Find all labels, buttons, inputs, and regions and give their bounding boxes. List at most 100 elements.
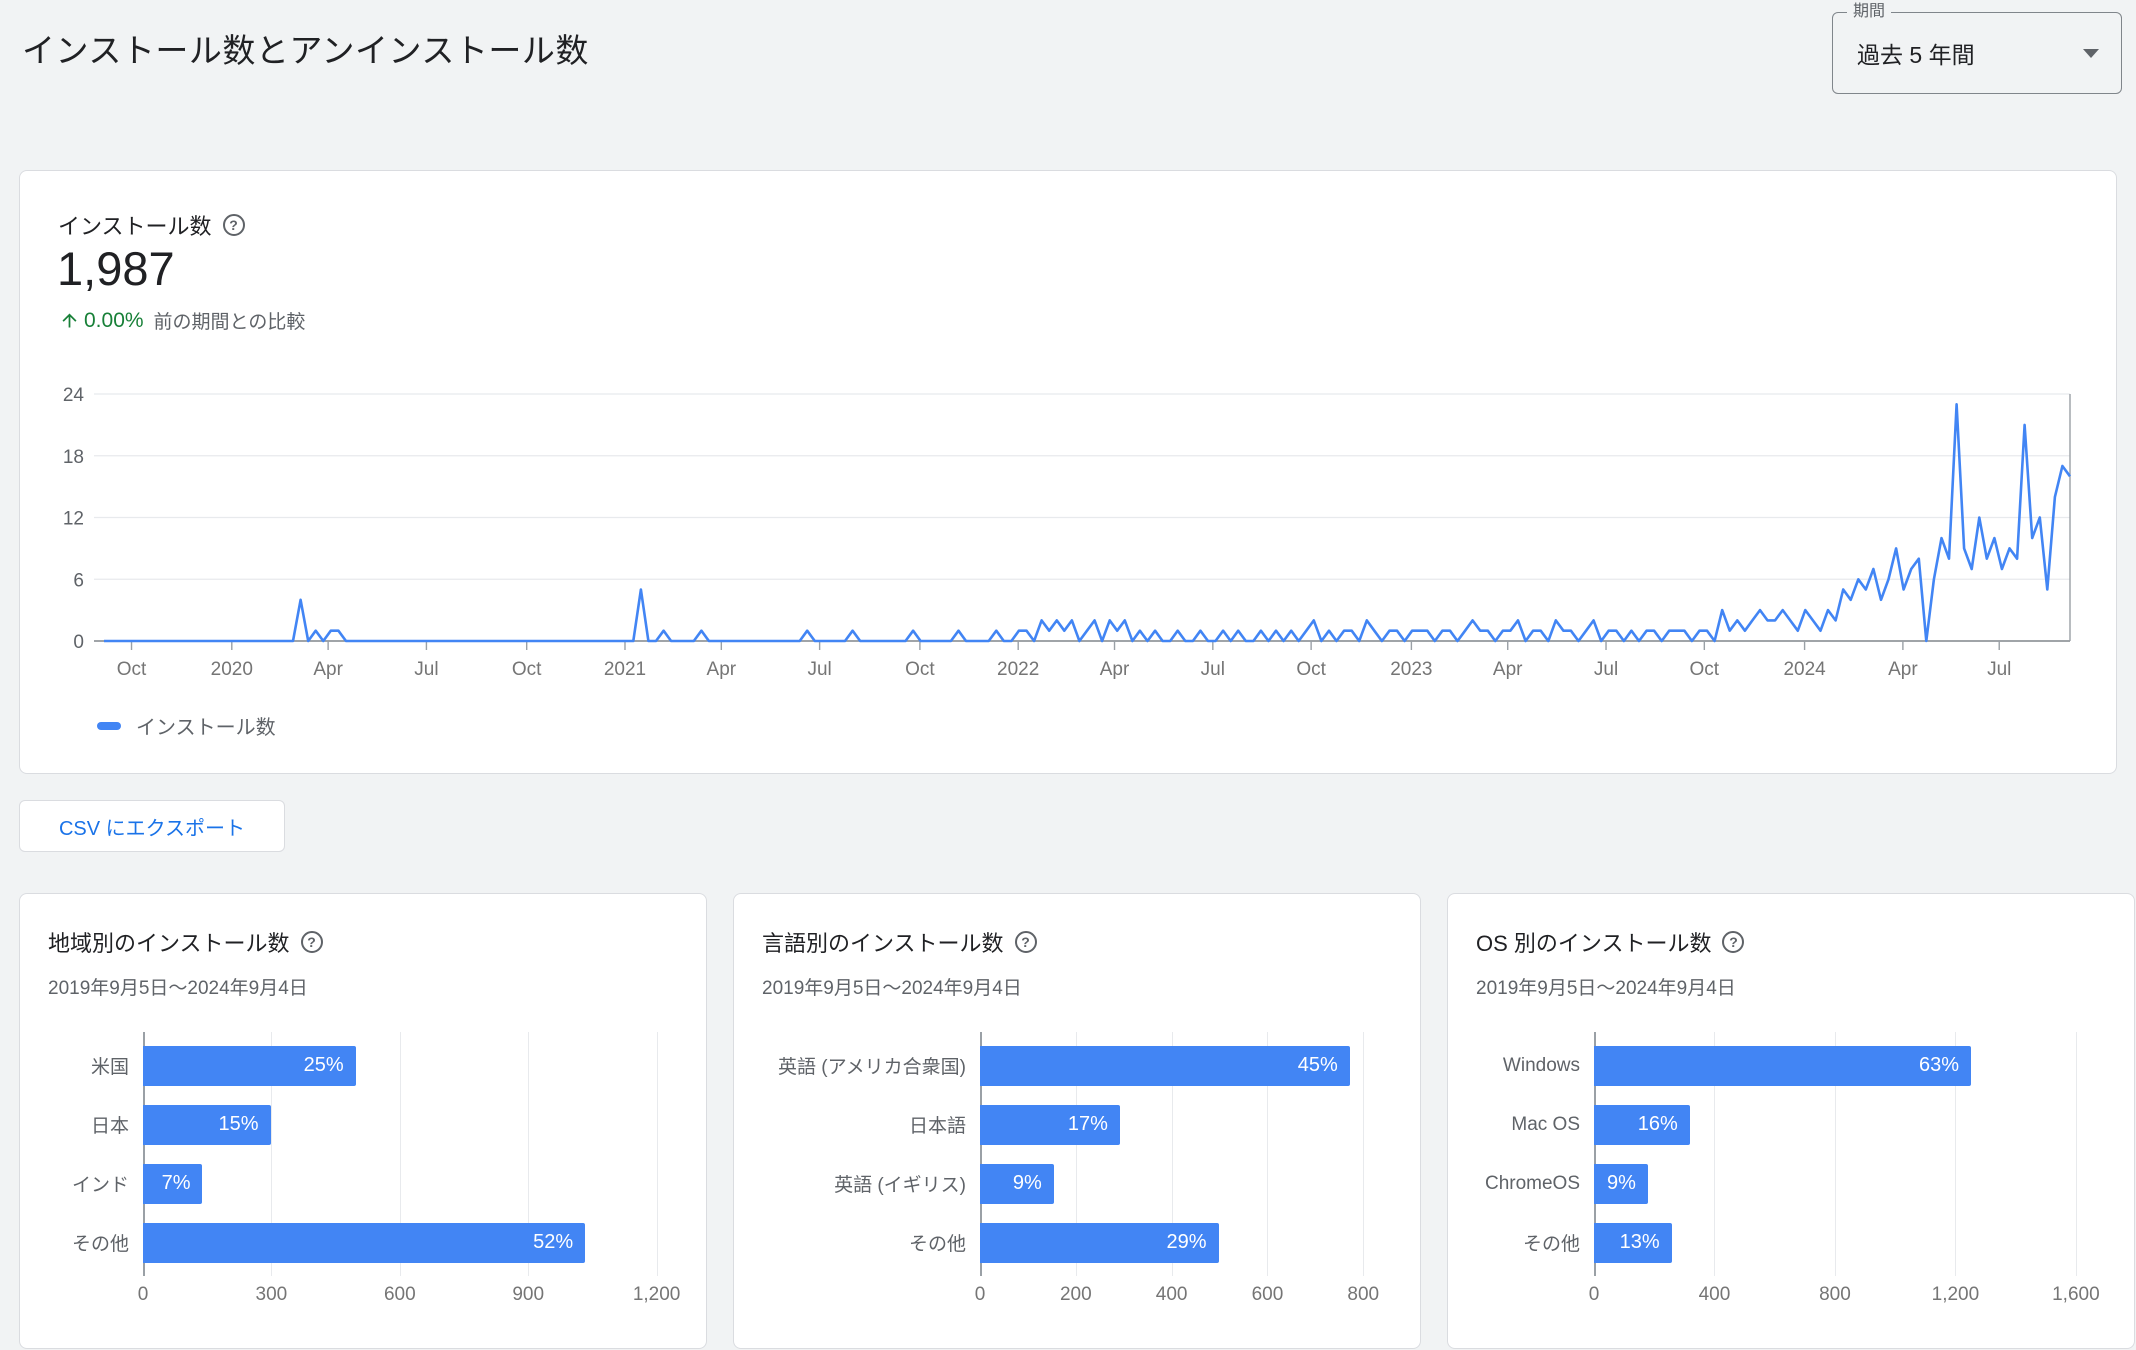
bar-track: 25% 15% 7% 52%: [143, 1032, 678, 1276]
bar-percent-label: 9%: [1607, 1172, 1636, 1194]
category-label: 英語 (イギリス): [834, 1175, 966, 1196]
period-select[interactable]: 期間 過去 5 年間: [1832, 2, 2122, 94]
language-bar-2: 9%: [980, 1163, 1054, 1204]
bar-percent-label: 13%: [1619, 1231, 1660, 1253]
period-select-label: 期間: [1847, 2, 1892, 22]
os-installs-card: OS 別のインストール数? 2019年9月5日〜2024年9月4日 Windows M…: [1447, 893, 2135, 1349]
region-card-header: 地域別のインストール数?: [48, 926, 678, 958]
x-tick-label: Jul: [807, 659, 831, 680]
os-card-header: OS 別のインストール数?: [1476, 926, 2106, 958]
x-tick-label: Oct: [1296, 659, 1326, 680]
category-label: その他: [908, 1234, 966, 1255]
x-tick-label: Oct: [117, 659, 147, 680]
category-label: Windows: [1502, 1054, 1580, 1076]
help-icon[interactable]: ?: [222, 214, 245, 236]
gridline: [1955, 1032, 1957, 1276]
category-label: 米国: [90, 1057, 129, 1078]
bar-row: 15%: [143, 1095, 678, 1154]
period-select-value: 過去 5 年間: [1857, 42, 1975, 68]
zero-axis-line: [1594, 1032, 1596, 1276]
x-tick-label: 0: [137, 1284, 149, 1305]
bar-percent-label: 7%: [161, 1172, 191, 1194]
gridline: [1075, 1032, 1077, 1276]
category-label: インド: [71, 1175, 129, 1196]
gridline: [1834, 1032, 1836, 1276]
change-note: 前の期間との比較: [153, 312, 306, 333]
bar-percent-label: 15%: [218, 1113, 259, 1135]
bar-percent-label: 45%: [1297, 1054, 1338, 1076]
help-icon[interactable]: ?: [1014, 931, 1037, 953]
bar-row: 52%: [143, 1213, 678, 1272]
x-tick-label: 400: [1155, 1284, 1188, 1305]
installs-line-chart-svg: 24 18 12 6 0 Oct 2020 Apr Jul Oct 2021 Apr Jul Oct 202…: [63, 385, 2072, 680]
region-installs-card: 地域別のインストール数? 2019年9月5日〜2024年9月4日 米国 日本 インド その…: [19, 893, 707, 1349]
region-bar-chart: 米国 日本 インド その他 25% 15% 7% 52% 0 300 600 900 1,200: [48, 1032, 681, 1310]
bar-row: 9%: [980, 1154, 1392, 1213]
x-tick-label: 1,200: [632, 1284, 681, 1305]
gridline: [1363, 1032, 1365, 1276]
language-date-range: 2019年9月5日〜2024年9月4日: [762, 978, 1022, 999]
bar-row: 29%: [980, 1213, 1392, 1272]
help-icon[interactable]: ?: [300, 931, 323, 953]
x-tick-label: 2024: [1783, 659, 1826, 680]
x-tick-label: Jul: [1987, 659, 2011, 680]
gridline: [271, 1032, 273, 1276]
os-date-range: 2019年9月5日〜2024年9月4日: [1476, 978, 1736, 999]
gridline: [399, 1032, 401, 1276]
chart-legend: インストール数: [97, 711, 276, 740]
x-tick-label: 400: [1698, 1284, 1731, 1305]
zero-axis-line: [143, 1032, 145, 1276]
bar-percent-label: 9%: [1012, 1172, 1042, 1194]
x-tick-label: 1,200: [1931, 1284, 1980, 1305]
x-tick-label: Jul: [414, 659, 438, 680]
x-tick-label: Apr: [1888, 659, 1918, 680]
chevron-down-icon: [2083, 49, 2099, 58]
bar-track: 45% 17% 9% 29%: [980, 1032, 1392, 1276]
bar-row: 25%: [143, 1036, 678, 1095]
os-bar-0: 63%: [1594, 1045, 1972, 1086]
export-csv-button[interactable]: CSV にエクスポート: [19, 800, 285, 852]
region-bar-2: 7%: [143, 1163, 203, 1204]
x-axis: 0 200 400 600 800: [975, 1284, 1392, 1310]
x-tick-label: Oct: [905, 659, 935, 680]
bar-percent-label: 52%: [533, 1231, 574, 1253]
gridline: [1714, 1032, 1716, 1276]
bar-row: 63%: [1594, 1036, 2106, 1095]
breakdown-cards: 地域別のインストール数? 2019年9月5日〜2024年9月4日 米国 日本 インド その…: [19, 893, 2135, 1349]
x-tick-label: 900: [512, 1284, 545, 1305]
region-bar-1: 15%: [143, 1104, 271, 1145]
zero-axis-line: [980, 1032, 982, 1276]
region-card-title: 地域別のインストール数: [48, 931, 290, 956]
bar-percent-label: 17%: [1067, 1113, 1108, 1135]
legend-label: インストール数: [136, 717, 276, 739]
y-tick-label: 6: [73, 570, 84, 591]
bar-row: 17%: [980, 1095, 1392, 1154]
x-tick-label: 300: [255, 1284, 288, 1305]
category-label: その他: [1522, 1234, 1580, 1255]
category-label: Mac OS: [1511, 1113, 1580, 1135]
x-tick-label: Apr: [707, 659, 737, 680]
category-label: 日本語: [908, 1116, 966, 1137]
arrow-up-icon: [62, 313, 77, 328]
language-bar-1: 17%: [980, 1104, 1120, 1145]
category-label: ChromeOS: [1484, 1172, 1580, 1194]
category-labels: Windows Mac OS ChromeOS その他: [1476, 1036, 1594, 1272]
change-row: 0.00% 前の期間との比較: [59, 307, 305, 334]
gridline: [2075, 1032, 2077, 1276]
os-bar-chart: Windows Mac OS ChromeOS その他 63% 16% 9% 13% 0 400 8…: [1476, 1032, 2106, 1310]
x-tick-label: Apr: [1493, 659, 1523, 680]
x-tick-label: 2020: [211, 659, 253, 680]
language-bar-chart: 英語 (アメリカ合衆国) 日本語 英語 (イギリス) その他 45% 17% 9% 29% 0 2…: [762, 1032, 1392, 1310]
gridline: [528, 1032, 530, 1276]
language-card-title: 言語別のインストール数: [762, 931, 1004, 956]
x-tick-label: 0: [974, 1284, 986, 1305]
x-tick-label: 200: [1059, 1284, 1092, 1305]
bar-track: 63% 16% 9% 13%: [1594, 1032, 2106, 1276]
gridline: [1171, 1032, 1173, 1276]
x-tick-label: Jul: [1201, 659, 1225, 680]
x-tick-label: 0: [1588, 1284, 1600, 1305]
bar-percent-label: 16%: [1637, 1113, 1678, 1135]
region-bar-3: 52%: [143, 1222, 586, 1263]
bar-row: 45%: [980, 1036, 1392, 1095]
help-icon[interactable]: ?: [1722, 931, 1745, 953]
